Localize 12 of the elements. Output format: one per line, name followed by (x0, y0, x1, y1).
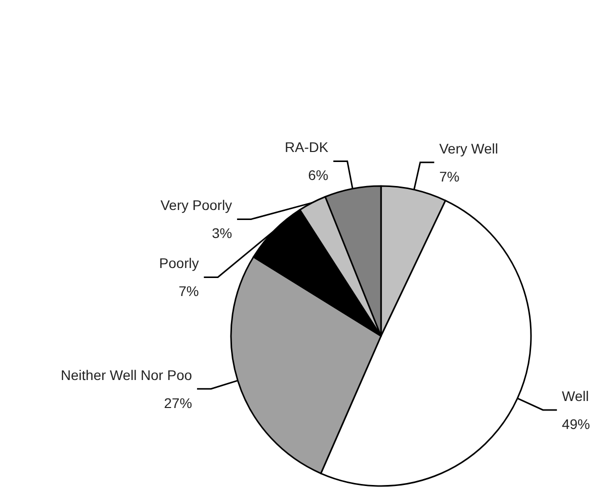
data-label: 7% (439, 168, 460, 184)
data-label: 49% (562, 416, 590, 432)
slice-label: Well (562, 388, 589, 404)
slice-label: Poorly (159, 255, 199, 272)
slice-label: Very Poorly (160, 197, 232, 214)
data-label: 27% (164, 394, 192, 411)
data-label: 6% (308, 167, 328, 184)
data-label: 3% (212, 225, 232, 242)
slice-label: Very Well (439, 140, 498, 156)
data-label: 7% (178, 283, 199, 300)
slice-label: Neither Well Nor Poo (60, 366, 192, 383)
slice-label: RA-DK (284, 139, 329, 156)
